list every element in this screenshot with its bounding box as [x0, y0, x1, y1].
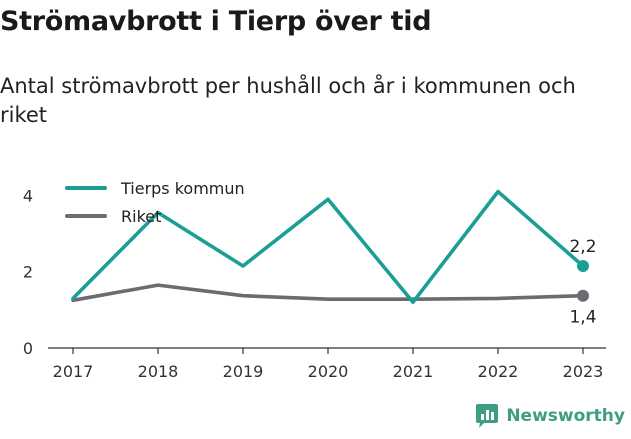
y-tick-label: 2: [23, 263, 33, 282]
x-tick-label: 2020: [308, 362, 349, 381]
x-tick-label: 2017: [53, 362, 94, 381]
brand-logo: Newsworthy: [474, 403, 625, 429]
series-line-0: [71, 189, 585, 305]
legend-label: Riket: [121, 207, 161, 226]
y-tick-label: 4: [23, 186, 33, 205]
chart-subtitle: Antal strömavbrott per hushåll och år i …: [0, 74, 576, 127]
newsworthy-logo-icon: [476, 404, 499, 428]
y-tick-label: 0: [23, 339, 33, 358]
chart-title: Strömavbrott i Tierp över tid: [0, 6, 432, 37]
x-tick-label: 2023: [563, 362, 604, 381]
brand-name: Newsworthy: [506, 406, 625, 426]
x-tick-label: 2018: [138, 362, 179, 381]
x-tick-label: 2021: [393, 362, 434, 381]
end-value-label: 1,4: [569, 308, 596, 328]
legend-label: Tierps kommun: [120, 179, 245, 198]
x-tick-label: 2022: [478, 362, 519, 381]
end-value-label: 2,2: [569, 237, 596, 257]
x-tick-label: 2019: [223, 362, 264, 381]
series-endpoint-1: [577, 289, 589, 302]
series-line-1: [71, 283, 585, 303]
series-endpoint-0: [577, 260, 589, 272]
